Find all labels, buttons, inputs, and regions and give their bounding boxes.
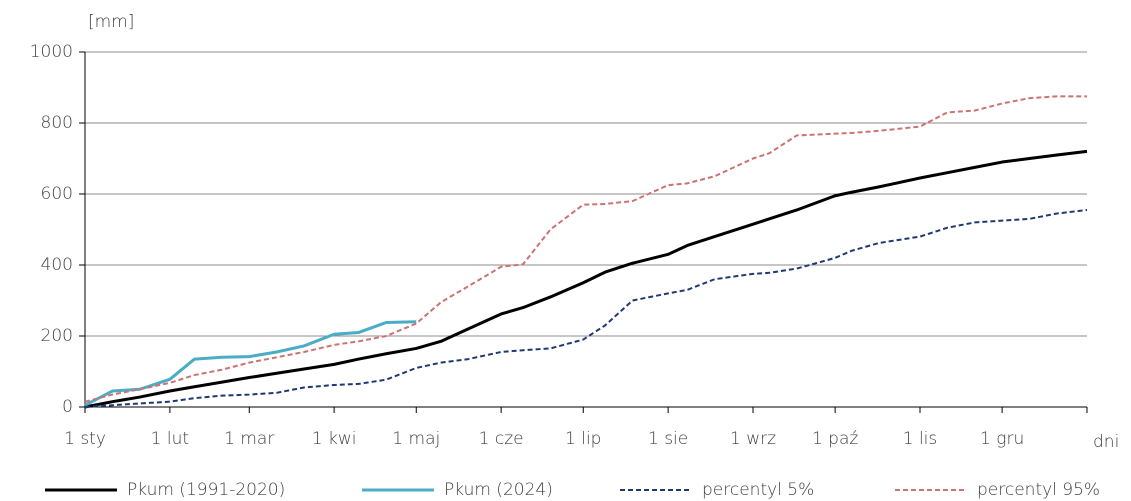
y-tick-label: 0: [62, 397, 73, 417]
x-tick-label: 1 gru: [980, 429, 1024, 449]
legend-label: Pkum (2024): [444, 480, 553, 500]
x-tick-label: 1 lut: [151, 429, 189, 449]
series-line: [84, 208, 1088, 408]
x-tick-label: 1 cze: [479, 429, 524, 449]
legend-label: Pkum (1991-2020): [127, 480, 285, 500]
y-tick-label: 200: [41, 326, 73, 346]
x-tick-label: 1 sie: [648, 429, 688, 449]
x-tick-label: 1 maj: [392, 429, 440, 449]
y-axis-label: [mm]: [88, 12, 134, 32]
series-line: [84, 95, 1087, 403]
y-tick-label: 800: [41, 113, 73, 133]
legend-label: percentyl 5%: [702, 480, 814, 500]
x-tick-label: 1 lip: [565, 429, 601, 449]
series-line: [84, 149, 1088, 409]
x-tick-label: 1 kwi: [312, 429, 357, 449]
legend-label: percentyl 95%: [977, 480, 1100, 500]
x-tick-label: 1 wrz: [730, 429, 776, 449]
x-tick-label: 1 paź: [812, 429, 858, 449]
y-tick-label: 400: [41, 255, 73, 275]
x-tick-label: 1 lis: [903, 429, 938, 449]
y-tick-label: 1000: [30, 42, 73, 62]
x-tick-label: 1 sty: [64, 429, 106, 449]
x-axis-label: dni: [1093, 432, 1119, 452]
x-tick-label: 1 mar: [224, 429, 274, 449]
y-tick-label: 600: [41, 184, 73, 204]
series-line: [84, 320, 417, 407]
